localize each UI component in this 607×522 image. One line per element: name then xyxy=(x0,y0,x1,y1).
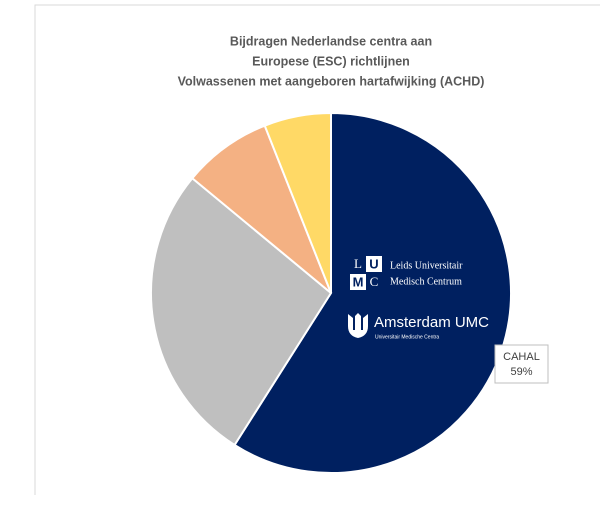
chart-title: Volwassenen met aangeboren hartafwijking… xyxy=(178,74,485,88)
chart-title: Bijdragen Nederlandse centra aan xyxy=(230,34,432,48)
logo-letter: U xyxy=(369,256,378,271)
chart-title: Europese (ESC) richtlijnen xyxy=(252,54,410,68)
data-label: 59% xyxy=(510,366,532,378)
logo-box xyxy=(350,274,366,290)
logo-letter: M xyxy=(353,274,364,289)
pie-slice xyxy=(233,111,512,474)
logos: L U M C Leids Universitair Medisch Centr… xyxy=(348,256,489,340)
pie-slice xyxy=(190,124,332,294)
pie-slice xyxy=(150,176,333,447)
logo-text: Universitair Medische Centra xyxy=(375,334,439,340)
logo-text: Amsterdam UMC xyxy=(374,314,489,331)
pie-slice xyxy=(263,111,332,294)
logo-letter: L xyxy=(354,256,362,271)
logo-box xyxy=(366,256,382,272)
logo-letter: C xyxy=(370,274,379,289)
logo-text: Medisch Centrum xyxy=(390,276,462,287)
logo-text: Leids Universitair xyxy=(390,260,463,271)
data-label: CAHAL xyxy=(503,351,540,363)
data-label-box xyxy=(494,344,549,384)
chart-frame xyxy=(34,4,600,495)
logo-icon xyxy=(348,313,368,338)
